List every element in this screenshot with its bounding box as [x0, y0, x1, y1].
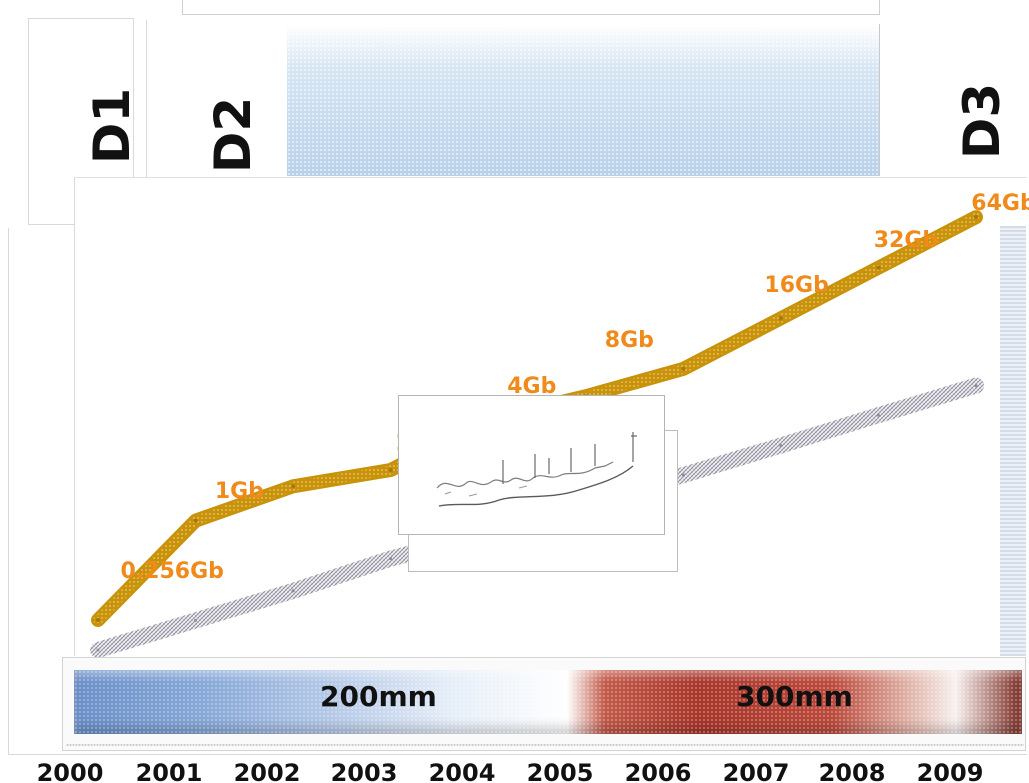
- grey-series-point: [974, 384, 978, 388]
- point-label: 32Gb: [874, 228, 938, 253]
- point-label: 4Gb: [507, 374, 556, 399]
- point-labels: 0.256Gb1Gb2Gb4Gb8Gb16Gb32Gb64Gb: [121, 191, 1029, 584]
- point-label: 64Gb: [971, 191, 1029, 216]
- grey-series-point: [96, 648, 100, 652]
- point-label: 1Gb: [215, 479, 264, 504]
- grey-series-point: [681, 473, 685, 477]
- x-tick-label: 2009: [917, 759, 984, 783]
- x-axis: 2000 2001 2002 2003 2004 2005 2006 2007 2008 2009: [37, 759, 984, 783]
- x-tick-label: 2005: [527, 759, 594, 783]
- x-tick-label: 2000: [37, 759, 104, 783]
- gold-series-point: [291, 484, 296, 489]
- wafer-size-bar: [74, 670, 1022, 734]
- x-tick-label: 2004: [429, 759, 496, 783]
- outer-panel: [8, 228, 1027, 755]
- grey-series-point: [779, 443, 783, 447]
- x-tick-label: 2002: [234, 759, 301, 783]
- gold-series-point: [778, 316, 783, 321]
- x-tick-label: 2008: [819, 759, 886, 783]
- grey-series-segment: [675, 437, 789, 484]
- top-frame: [182, 0, 880, 15]
- grey-series-point: [291, 589, 295, 593]
- inset-sketch: [436, 432, 637, 507]
- point-label: 8Gb: [605, 328, 654, 353]
- gold-series-point: [876, 265, 881, 270]
- gold-series-point: [96, 618, 100, 622]
- wafer-label-300mm: 300mm: [736, 680, 853, 713]
- x-tick-label: 2003: [331, 759, 398, 783]
- wafer-label-200mm: 200mm: [320, 680, 437, 713]
- point-label: 16Gb: [764, 273, 828, 298]
- gold-series-point: [681, 366, 686, 371]
- x-tick-label: 2007: [723, 759, 790, 783]
- baseline-dots: [66, 744, 1024, 746]
- grey-series-segment: [772, 407, 887, 454]
- x-tick-label: 2006: [625, 759, 692, 783]
- gold-series-point: [974, 215, 978, 220]
- grey-series-segment: [90, 612, 204, 659]
- grey-series-segment: [187, 582, 302, 629]
- grey-series-segment: [870, 377, 984, 424]
- grey-series-point: [389, 557, 393, 561]
- inset-box: [398, 395, 665, 535]
- x-tick-label: 2001: [136, 759, 203, 783]
- grey-series-segment: [285, 550, 399, 599]
- grey-series-point: [876, 413, 880, 417]
- grey-series-point: [194, 618, 198, 622]
- right-strip: [1000, 226, 1026, 656]
- panel-d3: [893, 18, 1023, 186]
- point-label: 0.256Gb: [121, 559, 224, 584]
- gold-series-point: [193, 518, 198, 523]
- generation-band: [287, 24, 880, 176]
- gold-series-point: [388, 468, 393, 473]
